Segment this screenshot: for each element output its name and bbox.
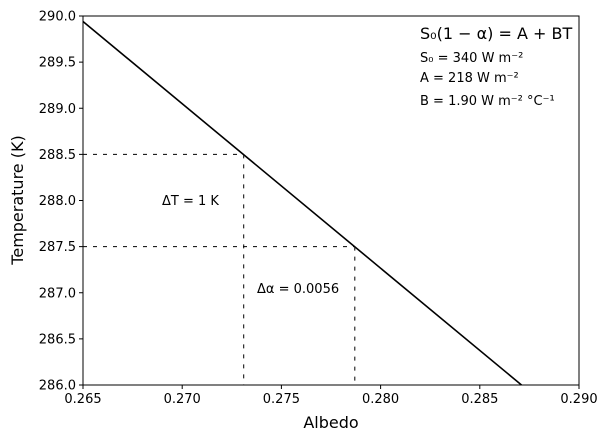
- y-tick-label: 286.5: [39, 332, 76, 347]
- s0-annotation: S₀ = 340 W m⁻²: [420, 51, 523, 66]
- y-axis-label: Temperature (K): [8, 135, 27, 265]
- y-tick-label: 287.5: [39, 240, 76, 255]
- x-tick-label: 0.290: [560, 392, 597, 407]
- x-tick-label: 0.285: [461, 392, 498, 407]
- x-tick-label: 0.265: [64, 392, 101, 407]
- x-axis-label: Albedo: [303, 413, 358, 432]
- x-tick-label: 0.270: [164, 392, 201, 407]
- y-tick-label: 289.0: [39, 102, 76, 117]
- equation-annotation: S₀(1 − α) = A + BT: [420, 24, 572, 43]
- y-tick-label: 289.5: [39, 56, 76, 71]
- b-annotation: B = 1.90 W m⁻² °C⁻¹: [420, 94, 555, 109]
- x-axis-ticks: 0.265 0.270 0.275 0.280 0.285 0.290: [64, 385, 598, 407]
- y-tick-label: 290.0: [39, 10, 76, 25]
- a-annotation: A = 218 W m⁻²: [420, 71, 519, 86]
- delta-alpha-annotation: Δα = 0.0056: [257, 282, 339, 297]
- y-tick-label: 287.0: [39, 286, 76, 301]
- guide-lines: [83, 153, 356, 385]
- y-tick-label: 286.0: [39, 379, 76, 394]
- x-tick-label: 0.275: [263, 392, 300, 407]
- y-axis-ticks: 286.0 286.5 287.0 287.5 288.0 288.5 289.0 289.5…: [39, 10, 83, 394]
- x-tick-label: 0.280: [362, 392, 399, 407]
- y-tick-label: 288.5: [39, 148, 76, 163]
- y-tick-label: 288.0: [39, 194, 76, 209]
- delta-t-annotation: ΔT = 1 K: [162, 194, 219, 209]
- series-line-0: [82, 20, 523, 386]
- series-lines: [82, 20, 523, 386]
